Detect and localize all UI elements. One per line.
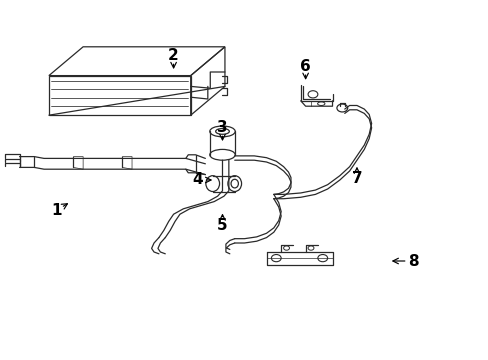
Text: 5: 5	[217, 217, 227, 233]
Text: 8: 8	[407, 253, 418, 269]
Text: 7: 7	[351, 171, 362, 186]
Text: 4: 4	[192, 172, 203, 188]
Text: 2: 2	[168, 48, 179, 63]
Text: 6: 6	[300, 59, 310, 74]
Text: 3: 3	[217, 120, 227, 135]
Text: 1: 1	[51, 203, 61, 218]
